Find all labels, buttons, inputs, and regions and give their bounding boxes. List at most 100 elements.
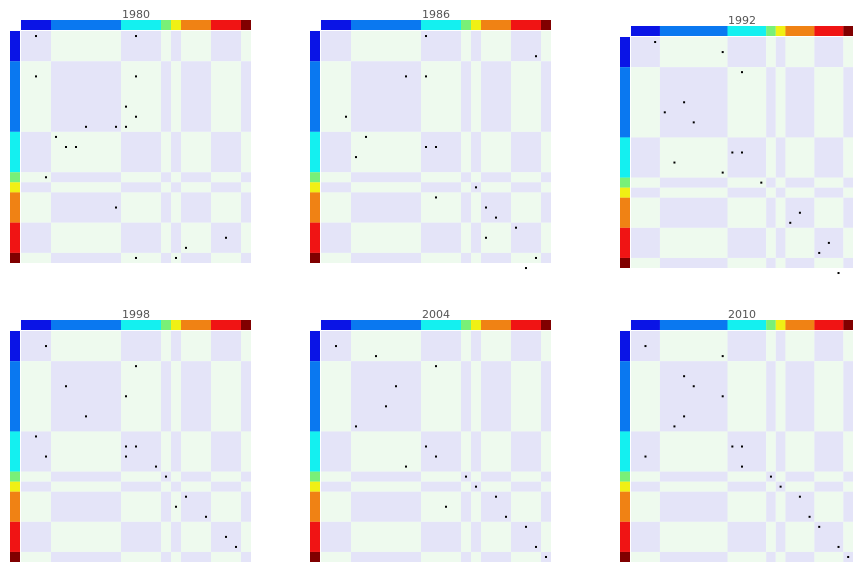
left-group-bar-5 [620,197,630,228]
panel-title: 1998 [122,308,150,321]
block-7-6 [511,252,541,263]
top-group-bar-0 [631,26,660,36]
left-group-bar-3 [310,471,320,482]
block-1-3 [161,361,171,432]
block-0-7 [541,31,551,62]
block-7-7 [241,551,251,562]
block-6-0 [631,521,660,552]
block-2-7 [843,431,853,472]
panel-title: 1980 [122,8,150,21]
left-group-bar-1 [310,361,320,432]
top-group-bar-5 [181,320,211,330]
panel-title: 2004 [422,308,450,321]
data-point [827,241,830,244]
block-7-7 [241,252,251,263]
block-0-3 [161,31,171,62]
data-point [731,151,734,154]
block-5-1 [51,192,121,223]
block-5-7 [241,192,251,223]
block-6-0 [321,222,351,253]
block-0-7 [541,331,551,362]
data-point [335,345,337,348]
block-3-1 [659,177,728,188]
top-group-bar-3 [461,20,471,30]
data-point [175,256,177,259]
block-2-2 [727,431,767,472]
block-5-0 [21,192,51,223]
data-point [545,555,547,558]
data-point [435,196,437,199]
block-2-1 [351,131,421,173]
data-point [135,256,137,259]
block-7-4 [775,551,786,562]
block-6-4 [171,222,181,253]
block-5-4 [471,491,481,522]
block-2-1 [659,137,728,178]
block-1-4 [171,61,181,132]
block-6-7 [541,521,551,552]
block-3-6 [511,172,541,183]
block-1-3 [766,361,776,432]
block-6-4 [775,227,786,258]
block-6-4 [471,222,481,253]
block-2-4 [775,137,786,178]
block-0-4 [775,331,786,362]
data-point [741,151,743,154]
left-group-bar-2 [10,131,20,173]
left-group-bar-4 [10,182,20,193]
top-group-bar-0 [21,320,51,330]
data-point [837,272,840,275]
block-0-3 [161,331,171,362]
block-0-2 [121,331,161,362]
block-5-1 [659,491,728,522]
block-3-1 [351,172,421,183]
block-7-0 [21,252,51,263]
block-1-2 [421,361,461,432]
block-5-3 [766,491,776,522]
data-point [741,445,743,448]
block-5-2 [421,491,461,522]
block-4-1 [51,481,121,492]
block-3-2 [421,471,461,482]
data-point [495,216,497,219]
data-point [445,505,447,508]
block-6-7 [541,222,551,253]
block-0-6 [511,331,541,362]
block-2-1 [51,131,121,173]
left-group-bar-7 [620,551,630,562]
block-3-2 [121,471,161,482]
block-2-0 [321,131,351,173]
block-6-5 [481,521,511,552]
block-6-3 [461,521,471,552]
data-point [760,181,763,184]
block-1-6 [211,61,241,132]
block-1-4 [471,361,481,432]
block-1-0 [631,361,660,432]
block-4-6 [211,481,241,492]
block-4-2 [727,187,767,198]
block-1-5 [785,67,815,138]
block-5-2 [121,491,161,522]
data-point [644,455,647,458]
data-point [165,475,167,478]
block-2-4 [171,131,181,173]
block-3-3 [766,177,776,188]
block-6-3 [161,222,171,253]
block-2-5 [785,431,815,472]
block-2-4 [471,431,481,472]
block-2-6 [211,131,241,173]
data-point [425,445,427,448]
left-group-bar-7 [10,551,20,562]
block-3-4 [171,471,181,482]
block-3-5 [181,172,211,183]
data-point [135,115,137,118]
block-7-6 [814,551,844,562]
block-7-5 [181,252,211,263]
block-5-6 [814,197,844,228]
left-group-bar-1 [10,361,20,432]
left-group-bar-6 [10,521,20,552]
block-4-5 [785,481,815,492]
data-point [395,385,397,388]
block-7-3 [161,252,171,263]
top-group-bar-6 [814,320,844,330]
